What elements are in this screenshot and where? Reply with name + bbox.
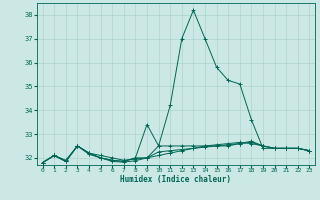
- X-axis label: Humidex (Indice chaleur): Humidex (Indice chaleur): [121, 175, 231, 184]
